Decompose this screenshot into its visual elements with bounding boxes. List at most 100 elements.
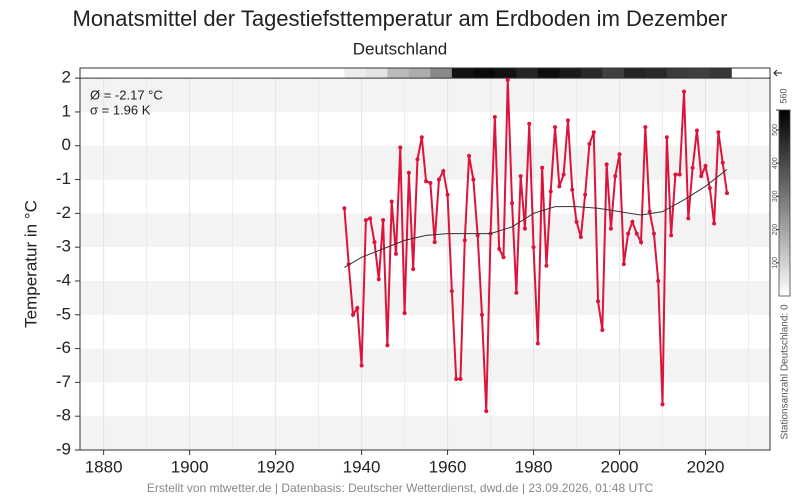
y-tick-label: -8 bbox=[56, 406, 71, 425]
data-point bbox=[372, 240, 377, 245]
data-point bbox=[424, 179, 429, 184]
data-point bbox=[514, 290, 519, 295]
data-point bbox=[643, 125, 648, 130]
data-point bbox=[600, 327, 605, 332]
data-point bbox=[527, 121, 532, 126]
band bbox=[80, 280, 770, 315]
band bbox=[80, 78, 770, 112]
data-point bbox=[651, 231, 656, 236]
data-point bbox=[510, 201, 515, 206]
data-point bbox=[677, 172, 682, 177]
y-tick-label: -5 bbox=[56, 304, 71, 323]
data-point bbox=[501, 255, 506, 260]
data-point bbox=[544, 263, 549, 268]
data-point bbox=[350, 312, 355, 317]
data-point bbox=[411, 267, 416, 272]
data-point bbox=[467, 153, 472, 158]
colorbar-tick-label: 400 bbox=[772, 157, 779, 169]
y-tick-label: -9 bbox=[56, 439, 71, 458]
data-point bbox=[406, 170, 411, 175]
y-tick-label: -3 bbox=[56, 237, 71, 256]
data-point bbox=[690, 165, 695, 170]
x-tick-label: 2000 bbox=[601, 457, 639, 476]
station-cell bbox=[688, 68, 711, 79]
station-cell bbox=[344, 68, 367, 79]
data-point bbox=[626, 231, 631, 236]
data-point bbox=[471, 177, 476, 182]
data-point bbox=[634, 231, 639, 236]
station-cell bbox=[516, 68, 539, 79]
data-point bbox=[518, 174, 523, 179]
station-cell bbox=[494, 68, 517, 79]
data-point bbox=[454, 377, 459, 382]
footer: Erstellt von mtwetter.de | Datenbasis: D… bbox=[147, 481, 654, 495]
station-cell bbox=[666, 68, 689, 79]
data-point bbox=[660, 402, 665, 407]
data-point bbox=[561, 172, 566, 177]
colorbar-tick-label: 500 bbox=[772, 124, 779, 136]
data-point bbox=[355, 306, 360, 311]
data-point bbox=[703, 164, 708, 169]
data-point bbox=[535, 341, 540, 346]
data-point bbox=[596, 299, 601, 304]
y-axis-label: Temperatur in °C bbox=[21, 200, 40, 328]
data-point bbox=[432, 240, 437, 245]
data-point bbox=[707, 186, 712, 191]
station-cell bbox=[602, 68, 625, 79]
data-point bbox=[630, 219, 635, 224]
station-cell bbox=[645, 68, 668, 79]
data-point bbox=[389, 199, 394, 204]
y-tick-label: -1 bbox=[56, 169, 71, 188]
data-point bbox=[363, 218, 368, 223]
data-point bbox=[656, 278, 661, 283]
data-point bbox=[415, 157, 420, 162]
data-point bbox=[428, 180, 433, 185]
data-point bbox=[402, 311, 407, 316]
y-tick-label: -6 bbox=[56, 338, 71, 357]
station-cell bbox=[365, 68, 388, 79]
data-point bbox=[548, 189, 553, 194]
colorbar-tick-label: 100 bbox=[772, 257, 779, 269]
y-tick-label: 0 bbox=[62, 135, 71, 154]
station-cell bbox=[408, 68, 431, 79]
x-tick-label: 1880 bbox=[85, 457, 123, 476]
data-point bbox=[712, 221, 717, 226]
data-point bbox=[484, 409, 489, 414]
data-point bbox=[342, 206, 347, 211]
data-point bbox=[368, 216, 373, 221]
data-point bbox=[725, 191, 730, 196]
data-point bbox=[385, 343, 390, 348]
data-point bbox=[669, 233, 674, 238]
x-tick-label: 1920 bbox=[257, 457, 295, 476]
data-point bbox=[479, 312, 484, 317]
data-point bbox=[720, 160, 725, 165]
x-tick-label: 1960 bbox=[429, 457, 467, 476]
data-point bbox=[531, 245, 536, 250]
data-point bbox=[574, 219, 579, 224]
annotation: Ø = -2.17 °C bbox=[90, 87, 163, 102]
data-point bbox=[583, 192, 588, 197]
data-point bbox=[604, 162, 609, 167]
arrow bbox=[773, 69, 782, 77]
data-point bbox=[393, 251, 398, 256]
y-tick-label: 2 bbox=[62, 68, 71, 87]
colorbar-label: Stationsanzahl Deutschland: 0 bbox=[780, 304, 791, 440]
data-point bbox=[492, 115, 497, 120]
data-point bbox=[553, 125, 558, 130]
data-point bbox=[664, 135, 669, 140]
data-point bbox=[570, 187, 575, 192]
y-tick-label: 1 bbox=[62, 101, 71, 120]
colorbar-tick-label: 200 bbox=[772, 224, 779, 236]
data-point bbox=[613, 174, 618, 179]
station-cell bbox=[537, 68, 560, 79]
data-point bbox=[682, 89, 687, 94]
band bbox=[80, 348, 770, 383]
data-point bbox=[617, 152, 622, 157]
data-point bbox=[522, 226, 527, 231]
data-point bbox=[419, 135, 424, 140]
data-point bbox=[608, 226, 613, 231]
station-cell bbox=[559, 68, 582, 79]
data-point bbox=[445, 192, 450, 197]
data-point bbox=[647, 209, 652, 214]
